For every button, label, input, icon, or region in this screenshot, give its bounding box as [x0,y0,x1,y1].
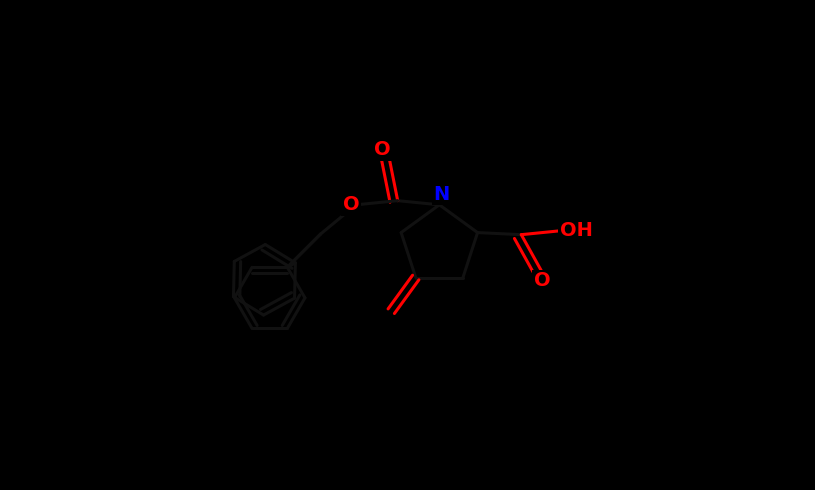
Text: N: N [434,185,450,203]
Text: O: O [343,196,359,214]
Text: O: O [534,271,550,291]
Text: OH: OH [560,221,593,240]
Text: O: O [374,140,390,159]
